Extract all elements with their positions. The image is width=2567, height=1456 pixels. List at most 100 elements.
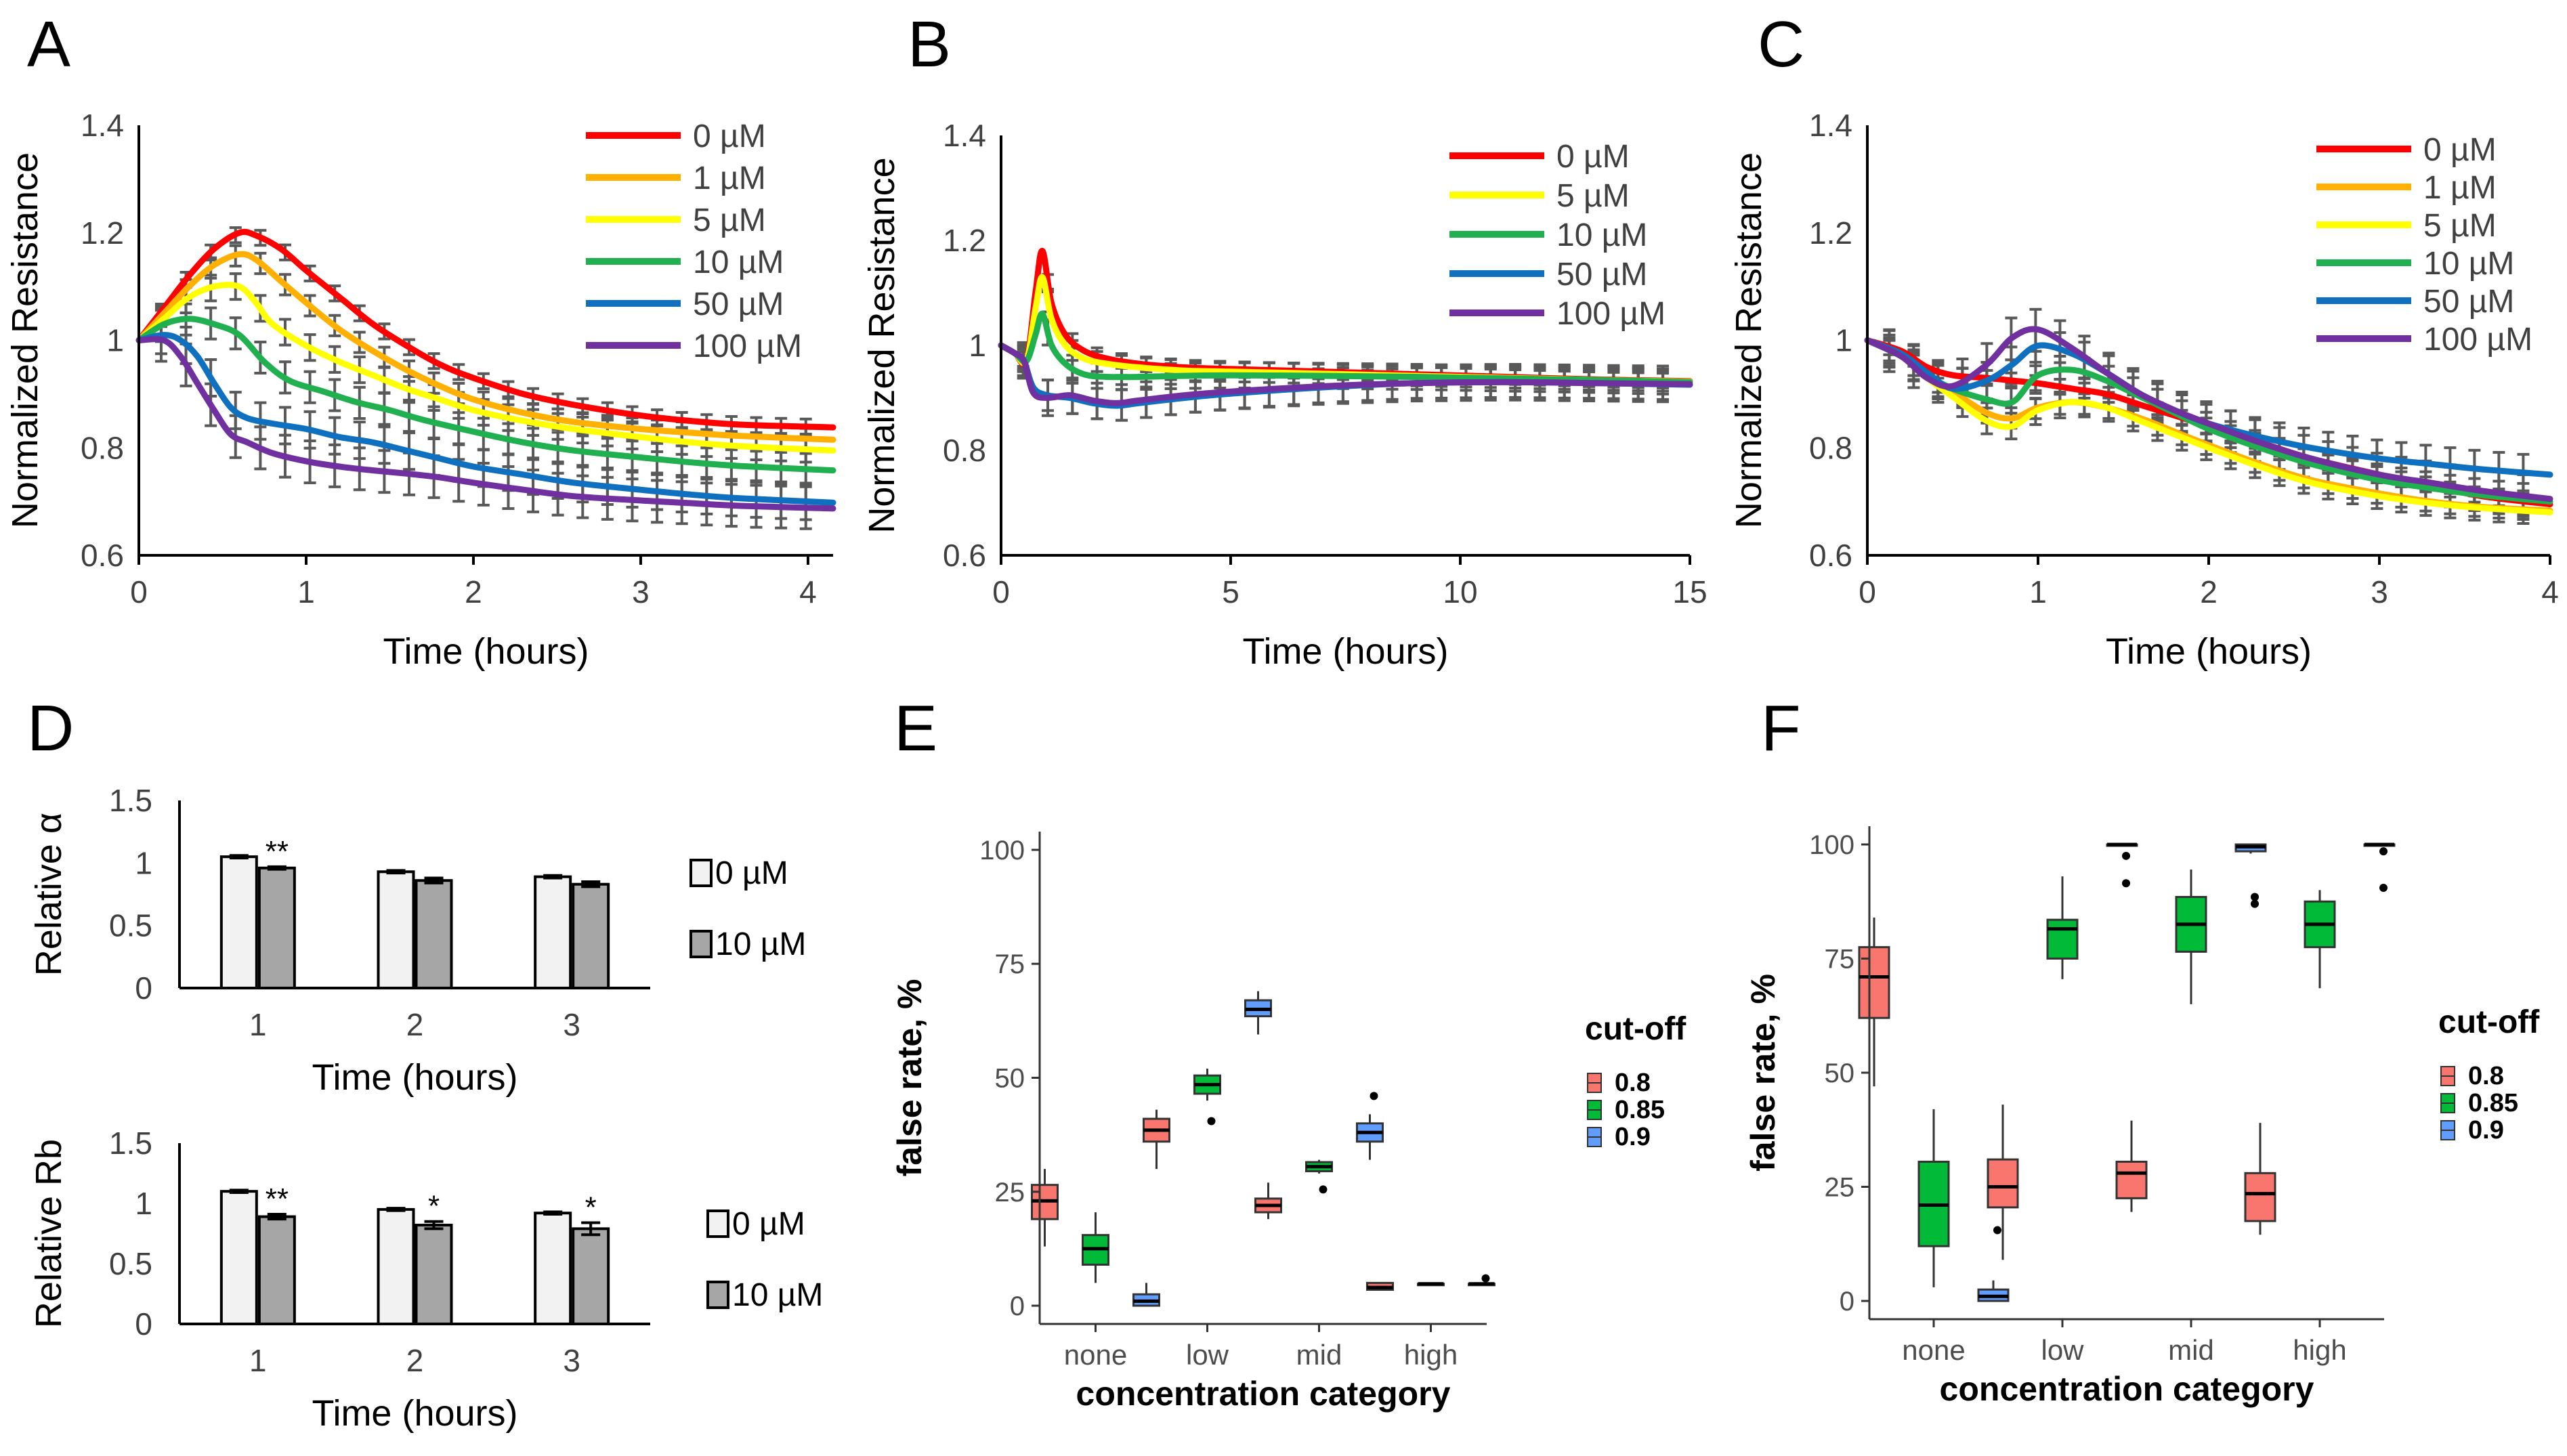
box-0-85 [2046, 918, 2079, 960]
y-tick-label: 0.6 [1809, 538, 1852, 573]
x-tick-label: 3 [632, 574, 650, 609]
legend-label: 0 µM [1556, 139, 1630, 175]
box-outlier [1993, 1226, 2001, 1235]
legend-label: 10 µM [693, 244, 784, 280]
x-tick-label: 1 [249, 1343, 267, 1378]
x-tick-label: 4 [799, 574, 817, 609]
box-outlier [1207, 1117, 1216, 1126]
x-axis-title: concentration category [1076, 1375, 1451, 1413]
y-tick-label: 100 [979, 836, 1025, 865]
box-outlier [2379, 847, 2388, 856]
y-tick-label: 1 [135, 1186, 152, 1221]
panel-letter-b: B [908, 8, 951, 81]
panel-letter-e: E [894, 692, 937, 765]
y-tick-label: 0 [135, 970, 152, 1006]
box-outlier [2122, 879, 2130, 888]
y-tick-label: 1.4 [81, 108, 124, 143]
x-axis-title: Time (hours) [383, 631, 589, 672]
x-tick-label: 2 [465, 574, 482, 609]
series-line-100-m [998, 342, 1693, 406]
y-tick-label: 0.6 [81, 538, 124, 573]
y-axis-title: Normalized Resistance [862, 157, 902, 533]
legend-swatch-10-m [706, 1281, 729, 1309]
y-tick-label: 0.8 [81, 430, 124, 465]
x-tick-label: 4 [2541, 574, 2559, 609]
y-axis-title: Normalized Resistance [5, 152, 45, 528]
panel-e-box-plot: none low mid high 0 25 50 75 100 concentration ca… [891, 832, 1686, 1413]
bar-10-m [257, 866, 296, 989]
legend-label: 10 µM [1556, 217, 1647, 253]
series-line-0-m [135, 228, 836, 431]
x-tick-label: mid [2168, 1334, 2214, 1366]
y-tick-label: 0.5 [109, 908, 152, 943]
y-tick-label: 1 [969, 328, 986, 363]
bar-error-bar [229, 854, 249, 859]
y-tick-label: 25 [1825, 1173, 1855, 1203]
x-tick-label: 1 [2029, 574, 2047, 609]
bar-10-m [257, 1215, 296, 1325]
box-outlier [1370, 1092, 1378, 1100]
x-axis-title: Time (hours) [2106, 631, 2312, 672]
legend-label: 0.8 [1615, 1069, 1651, 1097]
significance-marker: ** [266, 1182, 289, 1216]
panel-letter-d: D [27, 692, 74, 765]
y-tick-label: 0 [135, 1306, 152, 1342]
x-tick-label: 3 [2371, 574, 2388, 609]
bar-error-bar [229, 1189, 249, 1194]
panel-letter-a: A [27, 8, 70, 81]
legend-label: 100 µM [1556, 296, 1666, 332]
panel-b-line-chart: 0.6 0.8 1 1.2 1.4 0 5 10 15 Time (hours) Normalize… [862, 118, 1707, 672]
bar-error-bar [386, 1207, 406, 1212]
y-tick-label: 1.2 [1809, 215, 1852, 251]
bar-0-m [377, 870, 415, 990]
y-axis-title: false rate, % [1744, 974, 1782, 1172]
legend-label: 50 µM [693, 286, 784, 322]
legend-label: 5 µM [693, 202, 766, 238]
legend-label: 0.85 [1615, 1096, 1665, 1124]
x-tick-label: high [1404, 1339, 1458, 1371]
x-axis-title: Time (hours) [312, 1057, 517, 1098]
panel-d-rb-bar-chart: ** 1 * 2 * 3 0 0.5 1 1.5 Time (hours) Relative Rb 0 … [28, 1126, 823, 1434]
y-tick-label: 1.2 [81, 215, 124, 251]
x-tick-label: none [1064, 1339, 1127, 1371]
y-axis-title: Normalized Resistance [1728, 152, 1769, 528]
legend-label: 0.9 [1615, 1123, 1651, 1151]
box-outlier [1319, 1185, 1328, 1194]
significance-marker: ** [266, 835, 289, 868]
legend-label: 50 µM [2423, 284, 2514, 320]
bar-error-bar [386, 869, 406, 875]
bar-0-m [534, 875, 572, 989]
box-outlier [2122, 851, 2130, 860]
y-axis-title: Relative Rb [28, 1139, 69, 1328]
bar-0-m [219, 855, 258, 989]
x-tick-label: 15 [1672, 574, 1707, 609]
box-outlier [2379, 884, 2388, 892]
series-line-100-m [1864, 326, 2553, 502]
y-tick-label: 50 [1825, 1058, 1855, 1088]
panel-d-alpha-bar-chart: ** 1 2 3 0 0.5 1 1.5 Time (hours) Relative α 0 µM 1… [28, 783, 806, 1098]
panel-f-box-plot: none low mid high 0 25 50 75 100 concentration ca… [1744, 826, 2540, 1408]
y-axis-title: Relative α [28, 813, 69, 976]
y-tick-label: 25 [995, 1178, 1025, 1207]
bar-error-bar [267, 1213, 287, 1221]
x-tick-label: 2 [406, 1007, 424, 1042]
box-0-8 [2244, 1172, 2276, 1222]
y-tick-label: 75 [995, 949, 1025, 979]
bar-10-m [572, 1227, 610, 1325]
x-tick-label: low [1186, 1339, 1229, 1371]
x-tick-label: 0 [130, 574, 148, 609]
x-axis-title: concentration category [1940, 1370, 2314, 1408]
panel-letter-c: C [1758, 8, 1804, 81]
series-line-100-m [135, 336, 836, 512]
legend-label: 0.8 [2468, 1062, 2504, 1090]
y-axis-title: false rate, % [891, 979, 929, 1177]
y-tick-label: 75 [1825, 944, 1855, 974]
bar-error-bar [543, 874, 563, 880]
panel-c-line-chart: 0.6 0.8 1 1.2 1.4 0 1 2 3 4 Time (hours) Normalized… [1728, 108, 2559, 672]
y-tick-label: 1.5 [109, 1126, 152, 1161]
x-tick-label: low [2041, 1334, 2084, 1366]
legend-swatch-0-m [706, 1209, 729, 1238]
bar-0-m [377, 1207, 415, 1326]
x-axis-title: Time (hours) [312, 1393, 517, 1434]
